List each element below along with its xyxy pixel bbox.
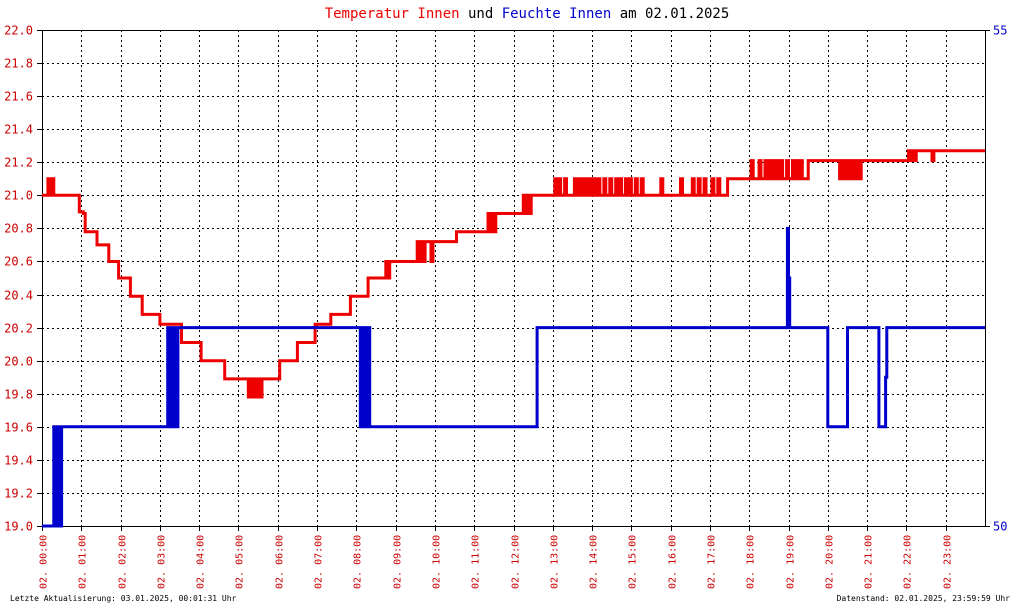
y-left-tick-label: 20.2 <box>4 322 33 336</box>
x-tick-label: 02. 07:00 <box>314 535 325 589</box>
x-tick-label: 02. 09:00 <box>393 535 404 589</box>
x-tick-label: 02. 03:00 <box>157 535 168 589</box>
title-and: und <box>460 6 502 22</box>
x-tick-label: 02. 16:00 <box>668 535 679 589</box>
chart-title: Temperatur Innen und Feuchte Innen am 02… <box>325 6 730 22</box>
y-right-tick-label: 50 <box>993 520 1007 534</box>
x-tick-label: 02. 10:00 <box>432 535 443 589</box>
x-tick-label: 02. 23:00 <box>943 535 954 589</box>
y-left-tick-label: 21.4 <box>4 123 33 137</box>
x-tick-label: 02. 06:00 <box>275 535 286 589</box>
x-tick-label: 02. 13:00 <box>550 535 561 589</box>
footer-last-update: Letzte Aktualisierung: 03.01.2025, 00:01… <box>10 594 237 603</box>
y-left-tick-label: 21.6 <box>4 90 33 104</box>
x-tick-label: 02. 12:00 <box>511 535 522 589</box>
x-tick-label: 02. 11:00 <box>471 535 482 589</box>
x-tick-label: 02. 19:00 <box>786 535 797 589</box>
x-tick-label: 02. 17:00 <box>707 535 718 589</box>
x-tick-label: 02. 15:00 <box>628 535 639 589</box>
y-left-tick-label: 19.8 <box>4 388 33 402</box>
axis-layer <box>37 30 990 531</box>
title-temperature: Temperatur Innen <box>325 6 460 22</box>
x-tick-label: 02. 00:00 <box>39 535 50 589</box>
y-left-tick-label: 20.6 <box>4 255 33 269</box>
y-left-tick-label: 19.6 <box>4 421 33 435</box>
tick-layer: 19.0 19.2 19.4 19.6 19.8 20.0 20.2 20.4 20.6 20.8… <box>4 24 1007 590</box>
x-tick-label: 02. 18:00 <box>746 535 757 589</box>
footer-data-state: Datenstand: 02.01.2025, 23:59:59 Uhr <box>837 594 1011 603</box>
x-tick-label: 02. 04:00 <box>196 535 207 589</box>
x-tick-label: 02. 21:00 <box>864 535 875 589</box>
y-right-tick-label: 55 <box>993 24 1007 38</box>
x-tick-label: 02. 22:00 <box>903 535 914 589</box>
y-left-tick-label: 20.0 <box>4 355 33 369</box>
x-tick-label: 02. 05:00 <box>235 535 246 589</box>
y-left-tick-label: 21.0 <box>4 189 33 203</box>
y-left-tick-label: 19.2 <box>4 487 33 501</box>
series-layer <box>42 149 985 528</box>
y-left-tick-label: 19.4 <box>4 454 33 468</box>
x-tick-label: 02. 20:00 <box>825 535 836 589</box>
x-tick-label: 02. 14:00 <box>589 535 600 589</box>
x-tick-label: 02. 02:00 <box>118 535 129 589</box>
y-left-tick-label: 21.8 <box>4 57 33 71</box>
y-left-tick-label: 21.2 <box>4 156 33 170</box>
title-humidity: Feuchte Innen <box>502 6 612 22</box>
x-tick-label: 02. 08:00 <box>353 535 364 589</box>
temperature-line <box>42 149 985 399</box>
humidity-line <box>42 226 985 528</box>
y-left-tick-label: 20.8 <box>4 222 33 236</box>
x-tick-label: 02. 01:00 <box>78 535 89 589</box>
y-left-tick-label: 19.0 <box>4 520 33 534</box>
y-left-tick-label: 22.0 <box>4 24 33 38</box>
title-date: am 02.01.2025 <box>611 6 729 22</box>
y-left-tick-label: 20.4 <box>4 289 33 303</box>
grid-layer <box>42 30 985 526</box>
